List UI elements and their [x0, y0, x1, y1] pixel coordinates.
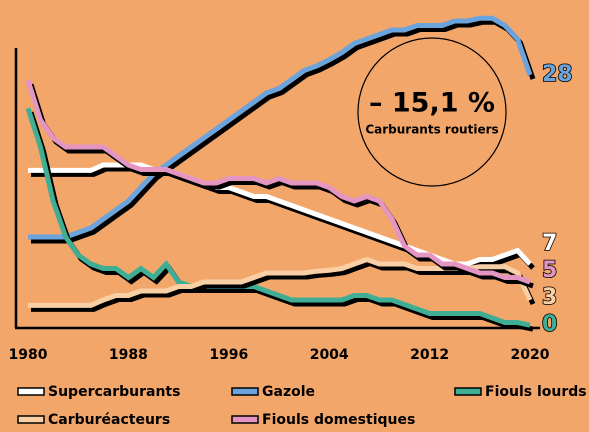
series-line: [28, 162, 532, 267]
legend-label: Fiouls lourds: [485, 384, 587, 400]
end-label: 7: [542, 231, 557, 256]
legend-swatch: [231, 387, 259, 396]
annotation-label: Carburants routiers: [365, 123, 498, 137]
x-tick-label: 1996: [209, 347, 248, 363]
x-tick-label: 1988: [109, 347, 148, 363]
x-tick-label: 2004: [310, 347, 349, 363]
legend-label: Supercarburants: [48, 384, 180, 400]
annotation-value: – 15,1 %: [369, 88, 495, 119]
end-label: 5: [542, 258, 557, 283]
legend-swatch: [17, 415, 45, 424]
end-label: 0: [542, 312, 557, 337]
x-tick-label: 1980: [9, 347, 48, 363]
end-label: 28: [542, 62, 573, 87]
legend-swatch: [17, 387, 45, 396]
legend-swatch: [231, 415, 259, 424]
x-tick-label: 2012: [410, 347, 449, 363]
legend-label: Carburéacteurs: [48, 412, 170, 428]
series-line: [28, 256, 533, 308]
legend-swatch: [454, 387, 482, 396]
x-tick-label: 2020: [511, 347, 550, 363]
legend-label: Fiouls domestiques: [262, 412, 415, 428]
annotation-circle: [357, 37, 507, 187]
end-label: 3: [542, 285, 557, 310]
series-line: [25, 107, 531, 328]
series-line: [25, 79, 531, 285]
legend-label: Gazole: [262, 384, 315, 400]
series-line: [28, 15, 533, 240]
